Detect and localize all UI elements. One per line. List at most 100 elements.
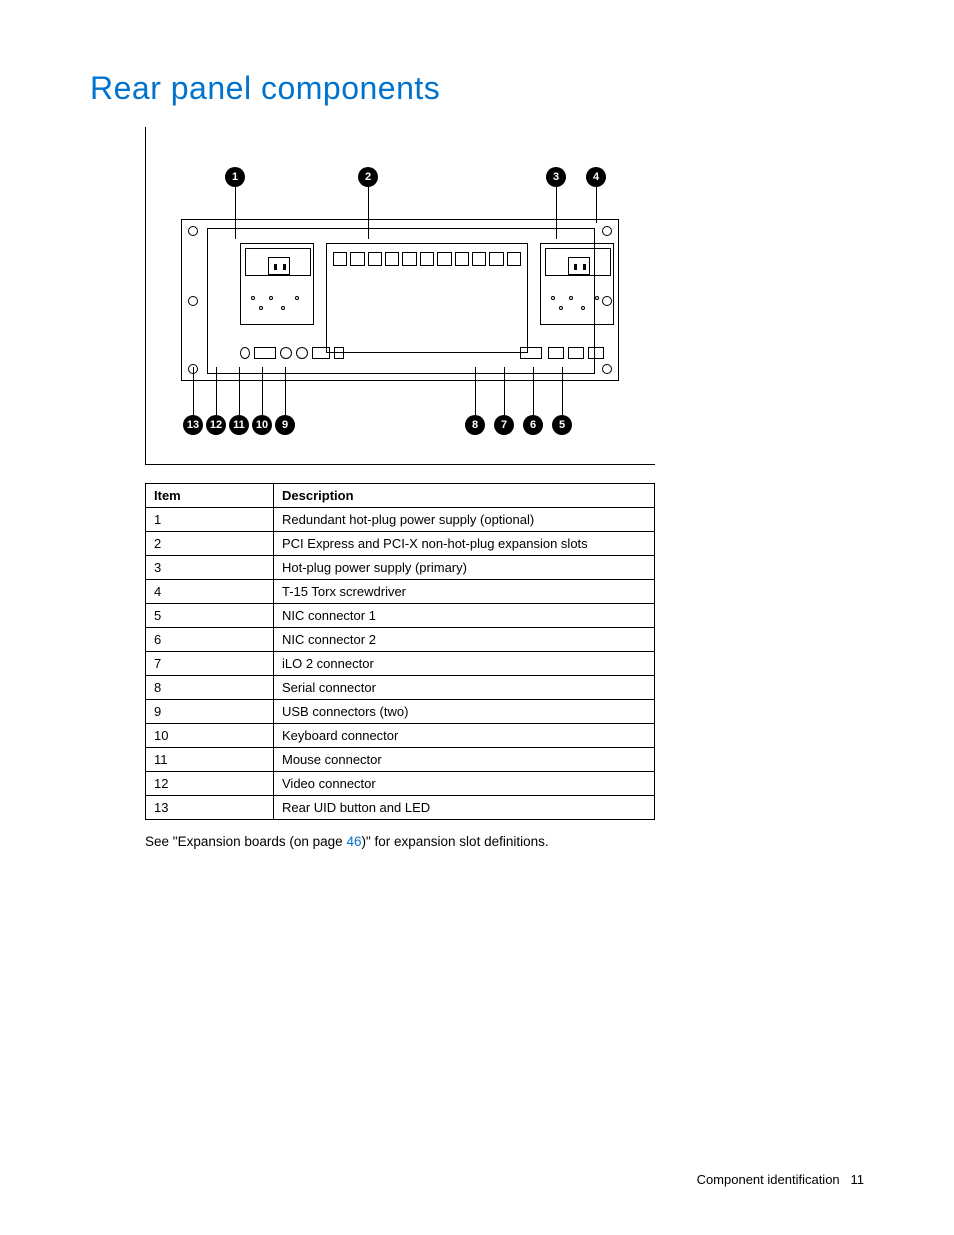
figure-container: 1 2 3 4 13 12 11 10 9 8 7 6 5 — [145, 127, 864, 465]
cell-item: 6 — [146, 628, 274, 652]
psu-primary — [540, 243, 614, 325]
cell-desc: Serial connector — [274, 676, 655, 700]
column-header-description: Description — [274, 484, 655, 508]
video-port-icon — [254, 347, 276, 359]
callout-7: 7 — [494, 415, 514, 435]
callout-4: 4 — [586, 167, 606, 187]
psu-redundant — [240, 243, 314, 325]
mouse-port-icon — [280, 347, 292, 359]
leader-line — [562, 367, 563, 415]
cell-item: 9 — [146, 700, 274, 724]
psu-vents — [551, 296, 605, 316]
leader-line — [596, 187, 597, 223]
table-row: 5NIC connector 1 — [146, 604, 655, 628]
slot-openings — [333, 252, 521, 266]
usb-port-icon — [334, 347, 344, 359]
leader-line — [504, 367, 505, 415]
callout-12: 12 — [206, 415, 226, 435]
cell-item: 7 — [146, 652, 274, 676]
cell-item: 2 — [146, 532, 274, 556]
column-header-item: Item — [146, 484, 274, 508]
table-row: 8Serial connector — [146, 676, 655, 700]
cell-desc: Video connector — [274, 772, 655, 796]
leader-line — [533, 367, 534, 415]
io-strip — [240, 345, 614, 363]
screw-icon — [188, 296, 198, 306]
callout-11: 11 — [229, 415, 249, 435]
cell-desc: NIC connector 2 — [274, 628, 655, 652]
keyboard-port-icon — [296, 347, 308, 359]
table-header-row: Item Description — [146, 484, 655, 508]
screw-icon — [602, 364, 612, 374]
note-suffix: )" for expansion slot definitions. — [361, 834, 548, 849]
cell-desc: iLO 2 connector — [274, 652, 655, 676]
components-table: Item Description 1Redundant hot-plug pow… — [145, 483, 655, 820]
cell-desc: Hot-plug power supply (primary) — [274, 556, 655, 580]
callout-1: 1 — [225, 167, 245, 187]
cross-reference-note: See "Expansion boards (on page 46)" for … — [145, 834, 864, 849]
components-table-container: Item Description 1Redundant hot-plug pow… — [145, 483, 655, 820]
psu-vents — [251, 296, 305, 316]
expansion-slots — [326, 243, 528, 353]
callout-13: 13 — [183, 415, 203, 435]
cell-desc: Redundant hot-plug power supply (optiona… — [274, 508, 655, 532]
page-title: Rear panel components — [90, 70, 864, 107]
table-row: 7iLO 2 connector — [146, 652, 655, 676]
callout-5: 5 — [552, 415, 572, 435]
table-row: 6NIC connector 2 — [146, 628, 655, 652]
leader-line — [193, 367, 194, 415]
callout-6: 6 — [523, 415, 543, 435]
cell-item: 5 — [146, 604, 274, 628]
leader-line — [239, 367, 240, 415]
table-row: 2PCI Express and PCI-X non-hot-plug expa… — [146, 532, 655, 556]
table-row: 9USB connectors (two) — [146, 700, 655, 724]
callout-8: 8 — [465, 415, 485, 435]
screw-icon — [188, 226, 198, 236]
cell-item: 4 — [146, 580, 274, 604]
document-page: Rear panel components 1 2 3 4 13 12 11 1… — [0, 0, 954, 1235]
callout-10: 10 — [252, 415, 272, 435]
leader-line — [285, 367, 286, 415]
iec-connector-icon — [568, 257, 590, 275]
chassis-outline — [181, 219, 619, 381]
ilo-port-icon — [548, 347, 564, 359]
table-row: 3Hot-plug power supply (primary) — [146, 556, 655, 580]
leader-line — [475, 367, 476, 415]
callout-9: 9 — [275, 415, 295, 435]
table-row: 11Mouse connector — [146, 748, 655, 772]
iec-connector-icon — [268, 257, 290, 275]
uid-button-icon — [240, 347, 250, 359]
cell-desc: PCI Express and PCI-X non-hot-plug expan… — [274, 532, 655, 556]
note-prefix: See "Expansion boards (on page — [145, 834, 346, 849]
cell-desc: Rear UID button and LED — [274, 796, 655, 820]
leader-line — [216, 367, 217, 415]
callout-2: 2 — [358, 167, 378, 187]
nic-port-icon — [568, 347, 584, 359]
cell-item: 1 — [146, 508, 274, 532]
callout-3: 3 — [546, 167, 566, 187]
cell-desc: T-15 Torx screwdriver — [274, 580, 655, 604]
cell-desc: NIC connector 1 — [274, 604, 655, 628]
psu-handle — [545, 248, 611, 276]
leader-line — [556, 187, 557, 239]
page-link[interactable]: 46 — [346, 834, 361, 849]
table-row: 13Rear UID button and LED — [146, 796, 655, 820]
table-row: 4T-15 Torx screwdriver — [146, 580, 655, 604]
cell-item: 8 — [146, 676, 274, 700]
cell-item: 13 — [146, 796, 274, 820]
footer-page-number: 11 — [851, 1172, 865, 1187]
footer-section: Component identification — [697, 1172, 840, 1187]
cell-item: 10 — [146, 724, 274, 748]
serial-port-icon — [520, 347, 542, 359]
table-row: 10Keyboard connector — [146, 724, 655, 748]
leader-line — [262, 367, 263, 415]
cell-desc: USB connectors (two) — [274, 700, 655, 724]
nic-port-icon — [588, 347, 604, 359]
leader-line — [368, 187, 369, 239]
table-row: 12Video connector — [146, 772, 655, 796]
cell-item: 3 — [146, 556, 274, 580]
cell-item: 12 — [146, 772, 274, 796]
cell-desc: Mouse connector — [274, 748, 655, 772]
chassis-inner — [207, 228, 595, 374]
cell-desc: Keyboard connector — [274, 724, 655, 748]
